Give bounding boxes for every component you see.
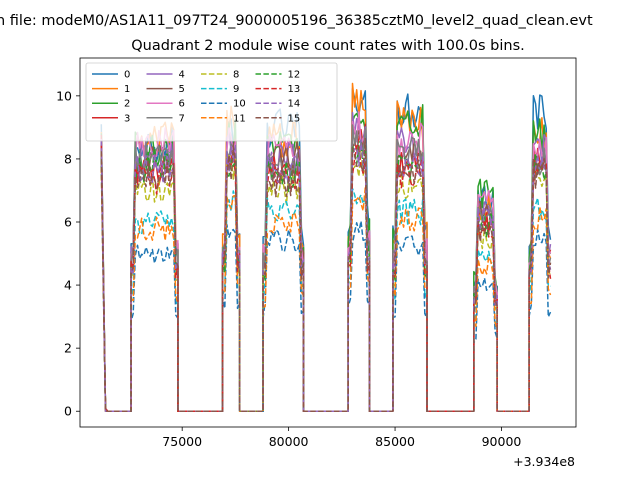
series-line-15: [100, 137, 552, 412]
x-tick-label: 90000: [482, 434, 522, 449]
legend-label: 8: [233, 70, 239, 81]
legend-label: 14: [288, 99, 301, 110]
legend-label: 15: [288, 113, 301, 124]
figure-suptitle: n file: modeM0/AS1A11_097T24_9000005196_…: [0, 13, 593, 29]
chart-title: Quadrant 2 module wise count rates with …: [131, 38, 525, 54]
x-axis: 75000 80000 85000 90000: [162, 427, 521, 449]
legend-box: [85, 62, 338, 142]
legend-entry-8: 8: [201, 70, 239, 81]
series-layer: [100, 82, 552, 412]
x-tick-label: 80000: [269, 434, 309, 449]
legend-entry-11: 11: [201, 113, 246, 124]
legend-label: 13: [288, 84, 301, 95]
legend-label: 6: [179, 99, 185, 110]
legend-entry-9: 9: [201, 84, 239, 95]
legend-label: 0: [124, 70, 130, 81]
legend-label: 10: [233, 99, 246, 110]
y-tick-label: 10: [56, 88, 72, 103]
legend-label: 11: [233, 113, 246, 124]
legend-entry-2: 2: [92, 99, 130, 110]
legend-entry-6: 6: [146, 99, 185, 110]
legend-entry-1: 1: [92, 84, 130, 95]
legend-entry-14: 14: [255, 99, 301, 110]
x-tick-label: 75000: [162, 434, 202, 449]
y-tick-label: 4: [64, 278, 72, 293]
legend-label: 9: [233, 84, 239, 95]
y-tick-label: 0: [64, 404, 72, 419]
legend-entry-4: 4: [146, 70, 185, 81]
legend-label: 2: [124, 99, 130, 110]
legend-entry-13: 13: [255, 84, 301, 95]
legend-entry-0: 0: [92, 70, 130, 81]
legend-label: 5: [179, 84, 185, 95]
axes-frame: [79, 57, 577, 428]
legend-label: 4: [179, 70, 185, 81]
legend-entry-5: 5: [146, 84, 185, 95]
legend-entry-15: 15: [255, 113, 301, 124]
y-tick-label: 2: [64, 341, 72, 356]
legend-entry-12: 12: [255, 70, 301, 81]
legend-label: 12: [288, 70, 301, 81]
legend-entry-3: 3: [92, 113, 130, 124]
legend-entry-10: 10: [201, 99, 246, 110]
x-offset-label: +3.934e8: [513, 454, 575, 469]
y-axis: 0 2 4 6 8 10: [56, 88, 80, 419]
legend-label: 7: [179, 113, 185, 124]
y-tick-label: 6: [64, 215, 72, 230]
y-tick-label: 8: [64, 151, 72, 166]
x-tick-label: 85000: [375, 434, 415, 449]
legend-label: 1: [124, 84, 130, 95]
legend-label: 3: [124, 113, 130, 124]
legend-entry-7: 7: [146, 113, 185, 124]
